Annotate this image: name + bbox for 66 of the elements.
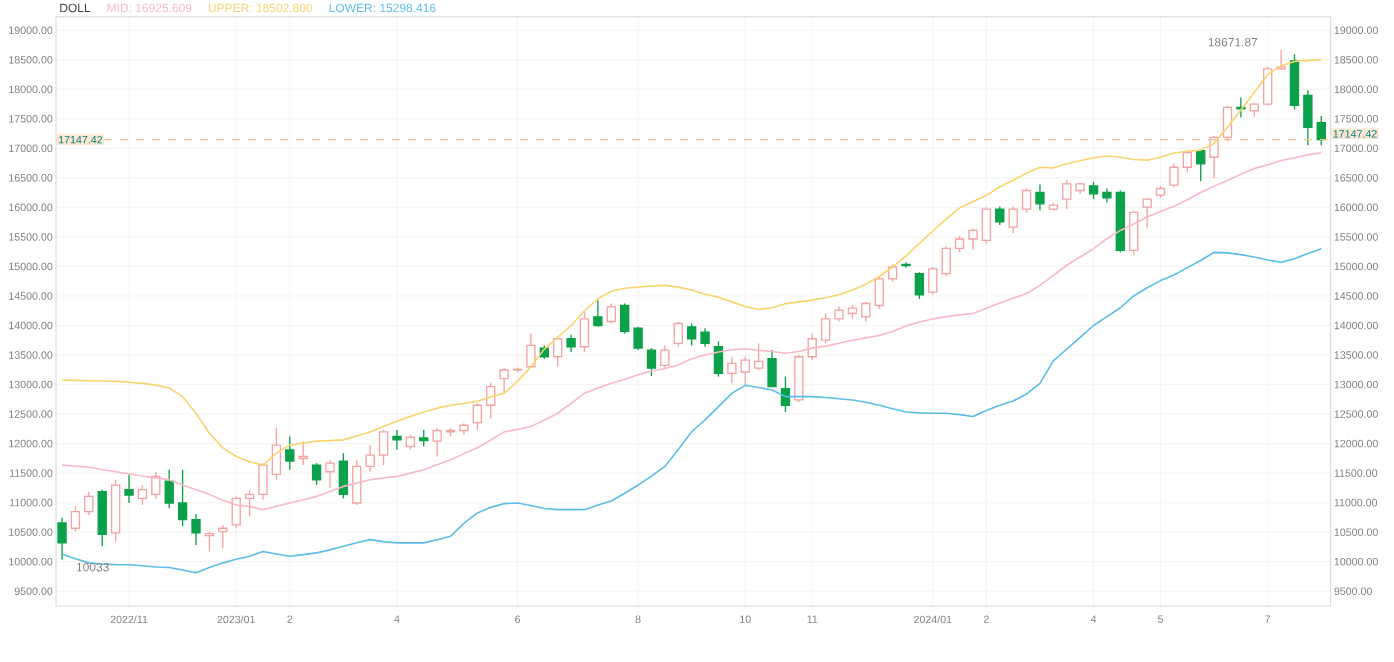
candlestick xyxy=(553,336,563,368)
candlestick xyxy=(727,356,737,385)
candlestick xyxy=(861,301,871,323)
candlestick xyxy=(660,344,670,369)
candlestick xyxy=(794,354,804,403)
candlestick xyxy=(298,440,308,466)
candlestick xyxy=(1289,53,1300,111)
candlestick xyxy=(258,462,268,501)
candlestick xyxy=(968,227,978,251)
candlestick xyxy=(57,516,67,561)
candlestick xyxy=(1129,209,1139,256)
candlestick xyxy=(526,332,536,369)
candlestick xyxy=(110,479,121,543)
candlestick xyxy=(579,311,590,353)
candlestick xyxy=(700,327,710,348)
candlestick xyxy=(432,427,442,458)
candlestick xyxy=(673,320,683,348)
candlestick xyxy=(70,505,81,533)
candlestick xyxy=(820,312,831,344)
candlestick xyxy=(151,471,161,500)
candlestick xyxy=(365,444,375,473)
candlestick xyxy=(874,276,884,310)
candlestick xyxy=(231,495,241,529)
candlestick xyxy=(244,489,255,517)
line-series xyxy=(61,151,1323,511)
candlestick xyxy=(311,462,322,486)
candlestick xyxy=(177,469,188,527)
candlestick xyxy=(646,347,657,377)
candlestick xyxy=(499,367,509,394)
candlestick xyxy=(352,459,362,506)
candlestick xyxy=(928,266,938,296)
candlestick xyxy=(606,302,616,325)
candlestick xyxy=(164,469,174,509)
candlestick xyxy=(1021,187,1032,214)
candlestick xyxy=(285,435,295,471)
candlestick xyxy=(767,349,777,388)
candlestick xyxy=(338,452,349,500)
candlestick xyxy=(753,342,764,371)
candlestick xyxy=(472,402,483,431)
candlestick xyxy=(686,322,697,347)
candlestick xyxy=(191,513,201,546)
candlestick xyxy=(137,484,148,506)
candlestick xyxy=(1035,183,1045,212)
candlestick xyxy=(97,489,107,547)
candlestick xyxy=(1303,89,1313,146)
candlestick xyxy=(1142,197,1152,230)
candlestick xyxy=(780,376,791,413)
candlestick xyxy=(325,459,335,489)
candlestick xyxy=(619,302,630,335)
candlestick xyxy=(1008,205,1018,234)
candlestick xyxy=(392,429,402,451)
candlestick xyxy=(1316,115,1326,146)
candlestick xyxy=(204,530,215,553)
candlestick xyxy=(84,491,94,516)
candlestick xyxy=(378,429,389,466)
candlestick xyxy=(1169,162,1179,188)
candlestick xyxy=(593,299,603,328)
candlestick xyxy=(981,206,992,245)
candlestick xyxy=(914,271,925,300)
candlestick xyxy=(124,473,134,504)
candlestick xyxy=(995,205,1005,226)
candlestick xyxy=(713,340,724,378)
candlestick xyxy=(1062,179,1072,210)
candlestick xyxy=(740,356,750,386)
candlestick xyxy=(941,245,951,277)
candlestick xyxy=(1196,148,1206,182)
